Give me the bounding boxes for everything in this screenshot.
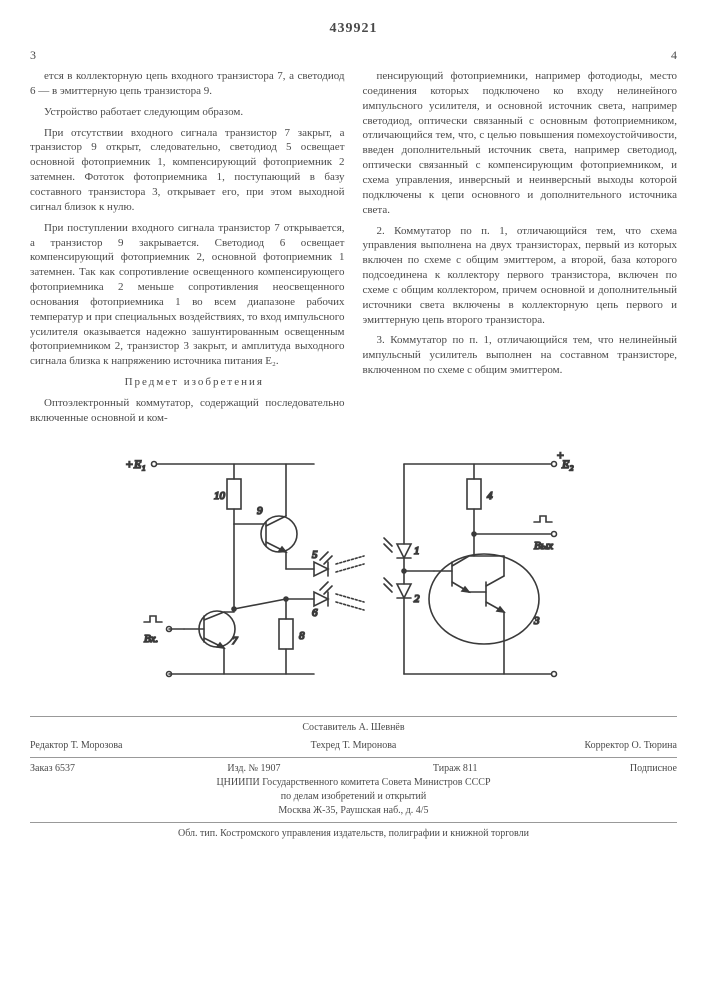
label-6: 6 (312, 607, 318, 619)
col-num-right: 4 (671, 47, 677, 63)
sign: Подписное (630, 762, 677, 776)
para: пенсирующий фотоприемники, например фото… (363, 69, 678, 217)
para: 2. Коммутатор по п. 1, отличающийся тем,… (363, 224, 678, 328)
label-4: 4 (487, 490, 493, 502)
editor: Редактор Т. Морозова (30, 739, 122, 753)
left-column: ется в коллекторную цепь входного транзи… (30, 69, 345, 432)
para: Оптоэлектронный коммутатор, содержащий п… (30, 396, 345, 426)
label-2: 2 (414, 593, 420, 605)
editors-row: Редактор Т. Морозова Техред Т. Миронова … (30, 739, 677, 753)
tirazh: Тираж 811 (433, 762, 478, 776)
order: Заказ 6537 (30, 762, 75, 776)
label-E1: E₁ (133, 457, 146, 471)
label-5: 5 (312, 549, 318, 561)
corrector: Корректор О. Тюрина (584, 739, 677, 753)
circuit-diagram: E₁ + 10 9 5 6 (114, 444, 594, 704)
label-Vyx: Вых (534, 540, 553, 552)
col-num-left: 3 (30, 47, 36, 63)
izd: Изд. № 1907 (227, 762, 280, 776)
label-7: 7 (232, 635, 238, 647)
footer: Составитель А. Шевнёв Редактор Т. Морозо… (30, 716, 677, 841)
svg-text:+: + (126, 457, 133, 471)
para: ется в коллекторную цепь входного транзи… (30, 69, 345, 99)
label-Vx: Вх. (144, 633, 158, 645)
address: Москва Ж-35, Раушская наб., д. 4/5 (30, 804, 677, 818)
para: Устройство работает следующим образом. (30, 105, 345, 120)
para: При поступлении входного сигнала транзис… (30, 221, 345, 369)
label-8: 8 (299, 630, 305, 642)
para: При отсутствии входного сигнала транзист… (30, 126, 345, 215)
svg-text:+: + (557, 448, 564, 462)
techred: Техред Т. Миронова (311, 739, 397, 753)
column-headers: 3 4 (30, 47, 677, 63)
print-row: Заказ 6537 Изд. № 1907 Тираж 811 Подписн… (30, 762, 677, 776)
patent-number: 439921 (30, 20, 677, 39)
section-title: Предмет изобретения (30, 375, 345, 390)
author: Составитель А. Шевнёв (30, 721, 677, 735)
label-9: 9 (257, 505, 263, 517)
bottom: Обл. тип. Костромского управления издате… (30, 827, 677, 841)
right-column: пенсирующий фотоприемники, например фото… (363, 69, 678, 432)
org1: ЦНИИПИ Государственного комитета Совета … (30, 776, 677, 790)
text-columns: ется в коллекторную цепь входного транзи… (30, 69, 677, 432)
label-10: 10 (214, 490, 226, 502)
label-3: 3 (533, 615, 540, 627)
org2: по делам изобретений и открытий (30, 790, 677, 804)
label-1: 1 (414, 545, 420, 557)
para: 3. Коммутатор по п. 1, отличающийся тем,… (363, 333, 678, 378)
